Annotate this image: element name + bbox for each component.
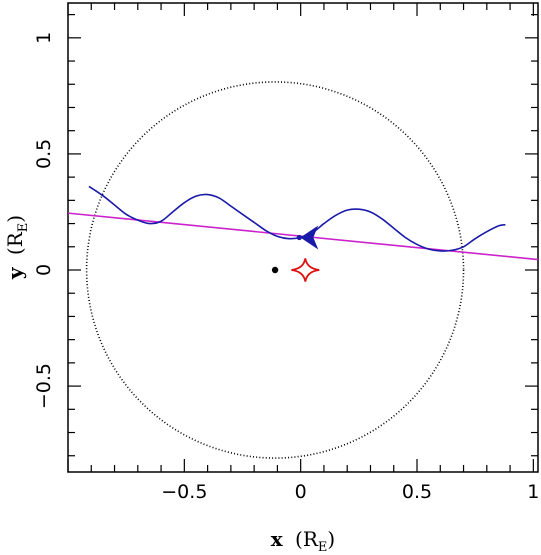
y-tick-label: −0.5	[33, 363, 55, 409]
chart-marks	[68, 81, 538, 459]
x-axis-label-unit-close: )	[327, 527, 335, 551]
y-axis-label-unit-close: )	[3, 215, 27, 223]
y-axis-label-unit-open: (R	[3, 231, 27, 255]
x-tick-label: −0.5	[161, 481, 207, 503]
x-axis-label-symbol: x	[271, 527, 284, 551]
y-tick-label: 1	[33, 32, 55, 44]
lens-trajectory-curve	[88, 185, 506, 252]
plot-frame	[67, 2, 539, 473]
lens-position-point	[271, 266, 279, 274]
y-axis-label-unit-sub: E	[16, 223, 31, 233]
x-axis-label: x (RE)	[271, 527, 335, 555]
direction-arrow	[300, 225, 319, 250]
axis-ticks	[67, 3, 538, 472]
caustic-shape	[291, 258, 320, 282]
x-axis-label-unit-open: (R	[295, 527, 319, 551]
y-axis-label-symbol: y	[3, 266, 27, 280]
x-axis-label-unit-sub: E	[318, 540, 328, 555]
y-tick-label: 0	[33, 264, 55, 276]
x-tick-label: 0	[295, 481, 307, 503]
x-tick-label: 1	[527, 481, 539, 503]
y-tick-label: 0.5	[33, 139, 55, 169]
axis-tick-labels: −0.5 0 0.5 1 −0.5 0 0.5 1	[33, 32, 539, 503]
einstein-ring-circle	[85, 81, 465, 459]
y-axis-label: y (RE)	[3, 215, 31, 280]
x-tick-label: 0.5	[402, 481, 432, 503]
trajectory-marker-dot	[296, 234, 302, 241]
